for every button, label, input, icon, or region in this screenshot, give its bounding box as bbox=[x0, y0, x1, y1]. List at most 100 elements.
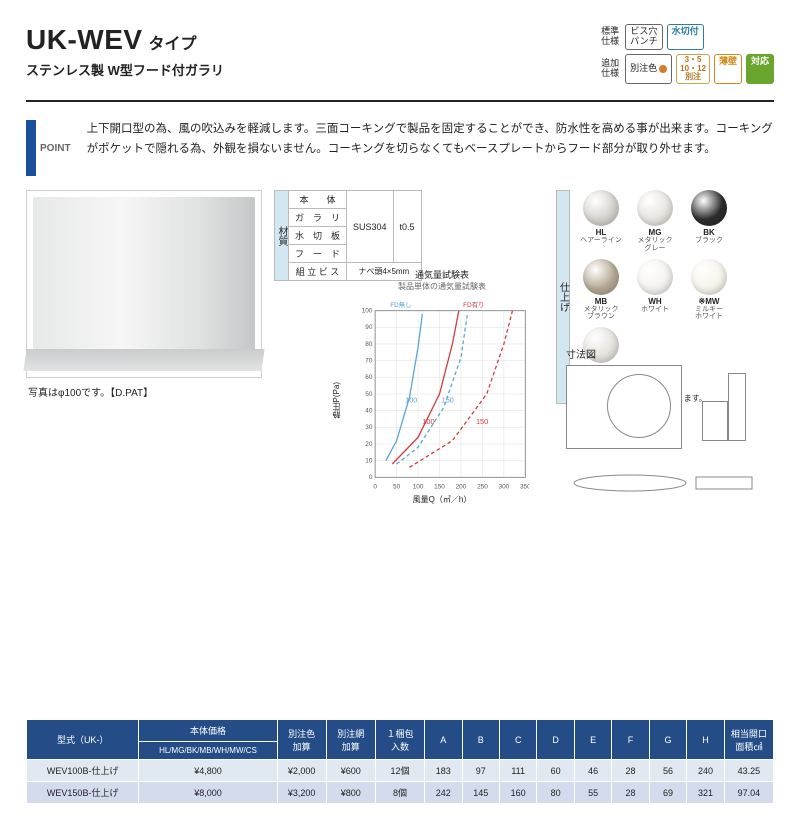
cell-A: 242 bbox=[425, 782, 462, 804]
svg-text:0: 0 bbox=[373, 483, 377, 490]
svg-text:50: 50 bbox=[365, 391, 373, 398]
th-mopt: 別注網 加算 bbox=[326, 720, 375, 760]
point-label: POINT bbox=[36, 143, 75, 154]
cell-copt: ¥3,200 bbox=[277, 782, 326, 804]
svg-text:100: 100 bbox=[413, 483, 424, 490]
th-E: E bbox=[574, 720, 611, 760]
dim-bottom-view bbox=[566, 473, 766, 497]
cell-F: 28 bbox=[612, 760, 649, 782]
cell-G: 69 bbox=[649, 782, 686, 804]
svg-text:90: 90 bbox=[365, 324, 373, 331]
color-MB: MBメタリック ブラウン bbox=[580, 259, 622, 321]
th-C: C bbox=[499, 720, 536, 760]
svg-text:300: 300 bbox=[499, 483, 510, 490]
point-bar bbox=[26, 120, 36, 176]
color-MG: MGメタリック グレー bbox=[634, 190, 676, 252]
svg-text:150: 150 bbox=[476, 417, 488, 426]
th-price: 本体価格 bbox=[139, 720, 277, 742]
cell-H: 240 bbox=[687, 760, 724, 782]
svg-text:150: 150 bbox=[434, 483, 445, 490]
svg-text:200: 200 bbox=[456, 483, 467, 490]
cell-E: 46 bbox=[574, 760, 611, 782]
cell-F: 28 bbox=[612, 782, 649, 804]
svg-text:20: 20 bbox=[365, 441, 373, 448]
chart-title: 通気量試験表 bbox=[328, 268, 556, 281]
svg-text:70: 70 bbox=[365, 358, 373, 365]
th-model: 型式（UK-） bbox=[27, 720, 139, 760]
th-F: F bbox=[612, 720, 649, 760]
cell-model: WEV100B-仕上げ bbox=[27, 760, 139, 782]
spec-add-label: 追加 仕様 bbox=[595, 59, 619, 79]
table-row: WEV150B-仕上げ¥8,000¥3,200¥8008個24214516080… bbox=[27, 782, 774, 804]
cell-model: WEV150B-仕上げ bbox=[27, 782, 139, 804]
color-※MW: ※MWミルキー ホワイト bbox=[688, 259, 730, 321]
tag-vis: ビス穴 パンチ bbox=[625, 24, 662, 50]
cell-price: ¥8,000 bbox=[139, 782, 277, 804]
color-HL: HLヘアーライン bbox=[580, 190, 622, 252]
photo-frame bbox=[26, 190, 262, 378]
th-G: G bbox=[649, 720, 686, 760]
subtitle: ステンレス製 W型フード付ガラリ bbox=[26, 60, 224, 79]
chart-subtitle: 製品単体の通気量試験表 bbox=[328, 281, 556, 292]
svg-text:10: 10 bbox=[365, 458, 373, 465]
dim-front-view bbox=[566, 365, 682, 449]
cell-D: 80 bbox=[537, 782, 574, 804]
spec-table: 型式（UK-） 本体価格 別注色 加算 別注網 加算 １梱包 入数 A B C … bbox=[26, 719, 774, 804]
svg-text:150: 150 bbox=[442, 396, 454, 405]
cell-mopt: ¥600 bbox=[326, 760, 375, 782]
cell-A: 183 bbox=[425, 760, 462, 782]
material-label: 材質 bbox=[274, 190, 288, 281]
point: POINT 上下開口型の為、風の吹込みを軽減します。三面コーキングで製品を固定す… bbox=[26, 120, 774, 176]
svg-text:FD無し: FD無し bbox=[390, 300, 411, 309]
product-photo bbox=[33, 197, 255, 371]
tag-mesh: 3・5 10・12 別注 bbox=[676, 54, 710, 84]
photo-caption: 写真はφ100です。【D.PAT】 bbox=[26, 384, 262, 399]
th-copt: 別注色 加算 bbox=[277, 720, 326, 760]
color-BK: BKブラック bbox=[688, 190, 730, 252]
tag-compat: 対応 bbox=[746, 54, 774, 84]
spec-std-label: 標準 仕様 bbox=[595, 27, 619, 47]
cell-area: 43.25 bbox=[724, 760, 773, 782]
th-area: 相当開口 面積㎠ bbox=[724, 720, 773, 760]
color-WH: WHホワイト bbox=[634, 259, 676, 321]
cell-H: 321 bbox=[687, 782, 724, 804]
header-rule bbox=[26, 100, 774, 102]
svg-text:80: 80 bbox=[365, 341, 373, 348]
cell-C: 160 bbox=[499, 782, 536, 804]
svg-text:50: 50 bbox=[393, 483, 401, 490]
th-price-sub: HL/MG/BK/MB/WH/MW/CS bbox=[139, 742, 277, 760]
cell-B: 97 bbox=[462, 760, 499, 782]
title-main: UK-WEV bbox=[26, 24, 143, 56]
svg-text:100: 100 bbox=[422, 417, 434, 426]
cell-price: ¥4,800 bbox=[139, 760, 277, 782]
svg-text:FD有り: FD有り bbox=[463, 300, 484, 309]
cell-copt: ¥2,000 bbox=[277, 760, 326, 782]
th-A: A bbox=[425, 720, 462, 760]
table-row: WEV100B-仕上げ¥4,800¥2,000¥60012個1839711160… bbox=[27, 760, 774, 782]
cell-area: 97.04 bbox=[724, 782, 773, 804]
axis-y-label: 静圧P(Pa) bbox=[331, 382, 342, 418]
svg-text:250: 250 bbox=[477, 483, 488, 490]
cell-C: 111 bbox=[499, 760, 536, 782]
dimension-title: 寸法図 bbox=[566, 346, 774, 361]
tag-thinwall: 薄壁 bbox=[714, 54, 742, 84]
th-B: B bbox=[462, 720, 499, 760]
svg-text:40: 40 bbox=[365, 408, 373, 415]
th-pack: １梱包 入数 bbox=[375, 720, 424, 760]
svg-text:0: 0 bbox=[369, 474, 373, 481]
th-D: D bbox=[537, 720, 574, 760]
title-suffix: タイプ bbox=[149, 30, 197, 54]
header: UK-WEV タイプ ステンレス製 W型フード付ガラリ 標準 仕様 ビス穴 パン… bbox=[26, 24, 774, 88]
spec-tags: 標準 仕様 ビス穴 パンチ 水切付 追加 仕様 別注色 3・5 10・12 別注… bbox=[595, 24, 774, 88]
axis-x-label: 風量Q（㎥／h） bbox=[328, 494, 556, 505]
svg-text:100: 100 bbox=[405, 396, 417, 405]
point-body: 上下開口型の為、風の吹込みを軽減します。三面コーキングで製品を固定することができ… bbox=[87, 120, 774, 159]
svg-text:30: 30 bbox=[365, 424, 373, 431]
airflow-chart: 通気量試験表 製品単体の通気量試験表 静圧P(Pa) 0501001502002… bbox=[328, 268, 556, 505]
tag-color: 別注色 bbox=[625, 54, 672, 84]
cell-G: 56 bbox=[649, 760, 686, 782]
cell-E: 55 bbox=[574, 782, 611, 804]
cell-pack: 8個 bbox=[375, 782, 424, 804]
svg-text:350: 350 bbox=[520, 483, 529, 490]
svg-text:60: 60 bbox=[365, 374, 373, 381]
